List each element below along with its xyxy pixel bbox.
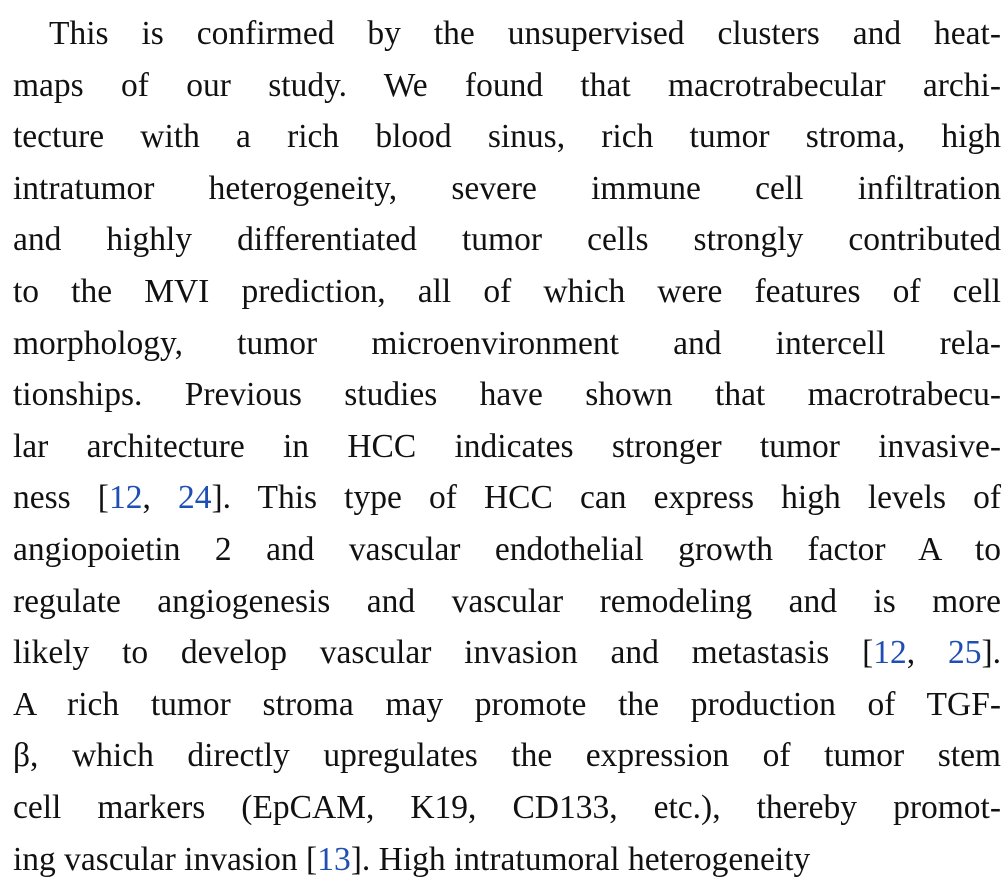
paragraph-line-10: ness [12, 24]. This type of HCC can expr… (13, 472, 1001, 524)
paragraph-line-4: intratumor heterogeneity, severe immune … (13, 169, 1001, 207)
paragraph-line-15: β, which directly upregulates the expres… (13, 737, 1001, 775)
paragraph-line-8: tionships. Previous studies have shown t… (13, 376, 1001, 414)
citation-link[interactable]: 12 (873, 634, 907, 672)
paragraph-line-6: to the MVI prediction, all of which were… (13, 272, 1001, 310)
paragraph-line-12: regulate angiogenesis and vascular remod… (13, 582, 1001, 620)
citation-link[interactable]: 25 (947, 634, 982, 672)
line-text: ing vascular invasion [ (13, 840, 318, 878)
line-text: likely to develop vascular invasion and … (13, 634, 874, 672)
paragraph-line-16: cell markers (EpCAM, K19, CD133, etc.), … (13, 788, 1001, 826)
line-text: ]. This type of HCC can express high lev… (211, 479, 1001, 517)
line-text: ness [ (13, 479, 109, 517)
paragraph-line-2: maps of our study. We found that macrotr… (13, 66, 1001, 104)
citation-link[interactable]: 13 (317, 840, 351, 878)
line-text: ]. High intratumoral heterogeneity (350, 840, 811, 878)
citation-separator: , (142, 479, 178, 517)
paragraph-line-1: This is confirmed by the unsupervised cl… (49, 15, 1001, 52)
citation-separator: , (906, 634, 948, 672)
paragraph-line-5: and highly differentiated tumor cells st… (13, 221, 1001, 259)
paragraph-line-17: ing vascular invasion [13]. High intratu… (13, 834, 1001, 886)
paragraph-line-7: morphology, tumor microenvironment and i… (13, 324, 1001, 362)
body-paragraph: This is confirmed by the unsupervised cl… (13, 8, 1001, 885)
paragraph-line-14: A rich tumor stroma may promote the prod… (13, 685, 1001, 723)
paragraph-line-11: angiopoietin 2 and vascular endothelial … (13, 530, 1001, 568)
line-text: ]. (981, 634, 1001, 672)
paragraph-line-9: lar architecture in HCC indicates strong… (13, 427, 1001, 465)
paragraph-line-13: likely to develop vascular invasion and … (13, 627, 1001, 679)
paragraph-line-3: tecture with a rich blood sinus, rich tu… (13, 118, 1001, 156)
citation-link[interactable]: 24 (177, 479, 212, 517)
citation-link[interactable]: 12 (108, 479, 143, 517)
